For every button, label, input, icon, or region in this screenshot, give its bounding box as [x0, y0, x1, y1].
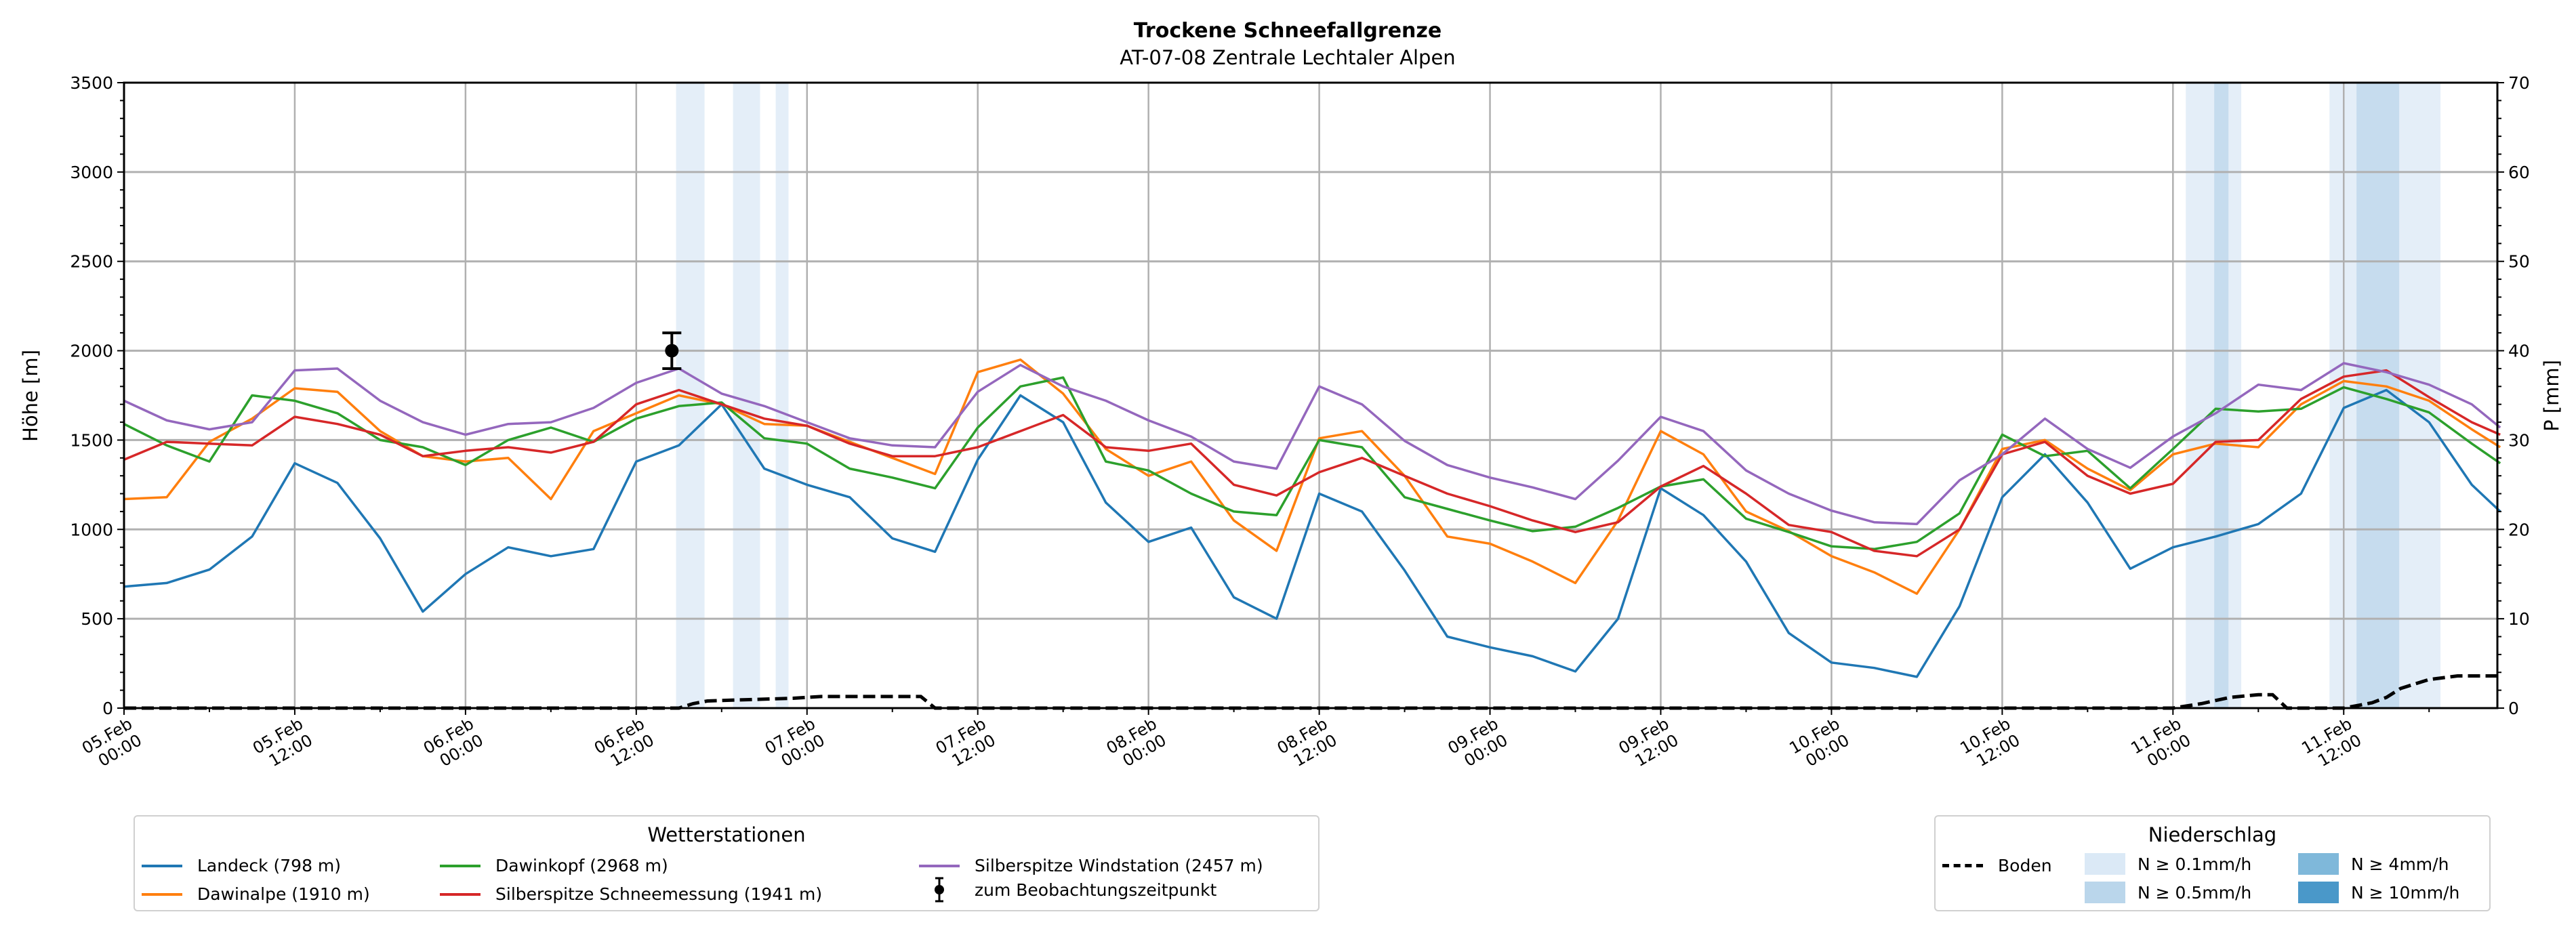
legend-swatch: [440, 892, 481, 896]
observation-point: [665, 344, 679, 358]
series-line: [123, 358, 2501, 595]
series-line: [123, 376, 2501, 551]
ground-precip-line: [124, 674, 2501, 710]
legend-item-windstation: Silberspitze Windstation (2457 m): [919, 856, 1263, 875]
legend-label: Boden: [1998, 856, 2052, 875]
y-axis-label-right: P [mm]: [2540, 360, 2563, 432]
legend-swatch: [2085, 853, 2125, 875]
y-tick-label: 0: [102, 699, 113, 718]
legend-label: N ≥ 10mm/h: [2351, 882, 2460, 903]
legend-swatch: [2298, 853, 2339, 875]
errorbar-marker-icon: [935, 877, 944, 903]
y-right-tick-label: 70: [2508, 73, 2530, 93]
legend-item-observation: zum Beobachtungszeitpunkt: [919, 876, 1217, 903]
y-tick-label: 3000: [70, 163, 113, 182]
legend-label: Dawinkopf (2968 m): [495, 856, 668, 875]
legend-stations-title: Wetterstationen: [647, 823, 806, 846]
legend-swatch: [919, 864, 960, 867]
legend-swatch: [2298, 882, 2339, 903]
legend-item-dawinkopf: Dawinkopf (2968 m): [440, 856, 668, 875]
precip-band: [2214, 83, 2229, 708]
legend-swatch: [142, 864, 182, 867]
legend-swatch: [2085, 882, 2125, 903]
legend-stations: Wetterstationen Landeck (798 m) Dawinalp…: [134, 815, 1320, 911]
legend-label: N ≥ 0.5mm/h: [2138, 882, 2252, 903]
plot-frame: [123, 81, 2499, 709]
y-tick-label: 3500: [70, 73, 113, 93]
legend-item-boden: Boden: [1942, 856, 2052, 875]
y-right-tick-label: 20: [2508, 520, 2530, 539]
legend-item-dawinalpe: Dawinalpe (1910 m): [142, 884, 370, 904]
precip-band: [2186, 83, 2242, 708]
y-tick-label: 500: [81, 609, 113, 629]
legend-label: Dawinalpe (1910 m): [197, 884, 370, 904]
legend-precip-title: Niederschlag: [2148, 823, 2277, 846]
precip-band: [775, 83, 789, 708]
legend-item-precip-10: N ≥ 10mm/h: [2298, 882, 2459, 903]
y-tick-label: 1500: [70, 430, 113, 450]
y-right-tick-label: 60: [2508, 163, 2530, 182]
chart-subtitle: AT-07-08 Zentrale Lechtaler Alpen: [1120, 46, 1455, 69]
legend-item-landeck: Landeck (798 m): [142, 856, 341, 875]
series-line: [123, 362, 2501, 526]
legend-label: N ≥ 0.1mm/h: [2138, 854, 2252, 874]
y-tick-label: 1000: [70, 520, 113, 539]
chart-title: Trockene Schneefallgrenze: [1134, 19, 1442, 43]
series-line: [123, 369, 2501, 558]
legend-swatch: [142, 892, 182, 896]
y-right-tick-label: 40: [2508, 342, 2530, 361]
legend-label: Silberspitze Schneemessung (1941 m): [495, 884, 823, 904]
y-right-tick-label: 50: [2508, 252, 2530, 272]
y-tick-label: 2000: [70, 342, 113, 361]
legend-label: zum Beobachtungszeitpunkt: [975, 880, 1217, 900]
legend-item-schneemessung: Silberspitze Schneemessung (1941 m): [440, 884, 822, 904]
y-axis-label: Höhe [m]: [19, 350, 42, 442]
y-right-tick-label: 30: [2508, 430, 2530, 450]
legend-item-precip-05: N ≥ 0.5mm/h: [2085, 882, 2251, 903]
legend-swatch: [1942, 864, 1983, 867]
legend-precip: Niederschlag Boden N ≥ 0.1mm/h N ≥ 0.5mm…: [1934, 815, 2491, 911]
y-right-tick-label: 0: [2508, 699, 2519, 718]
y-tick-label: 2500: [70, 252, 113, 272]
series-line: [123, 388, 2501, 678]
legend-item-precip-01: N ≥ 0.1mm/h: [2085, 853, 2251, 875]
legend-label: N ≥ 4mm/h: [2351, 854, 2449, 874]
legend-swatch: [440, 864, 481, 867]
legend-label: Landeck (798 m): [197, 856, 342, 875]
legend-item-precip-4: N ≥ 4mm/h: [2298, 853, 2449, 875]
precip-band: [733, 83, 760, 708]
y-right-tick-label: 10: [2508, 609, 2530, 629]
legend-label: Silberspitze Windstation (2457 m): [975, 856, 1263, 875]
